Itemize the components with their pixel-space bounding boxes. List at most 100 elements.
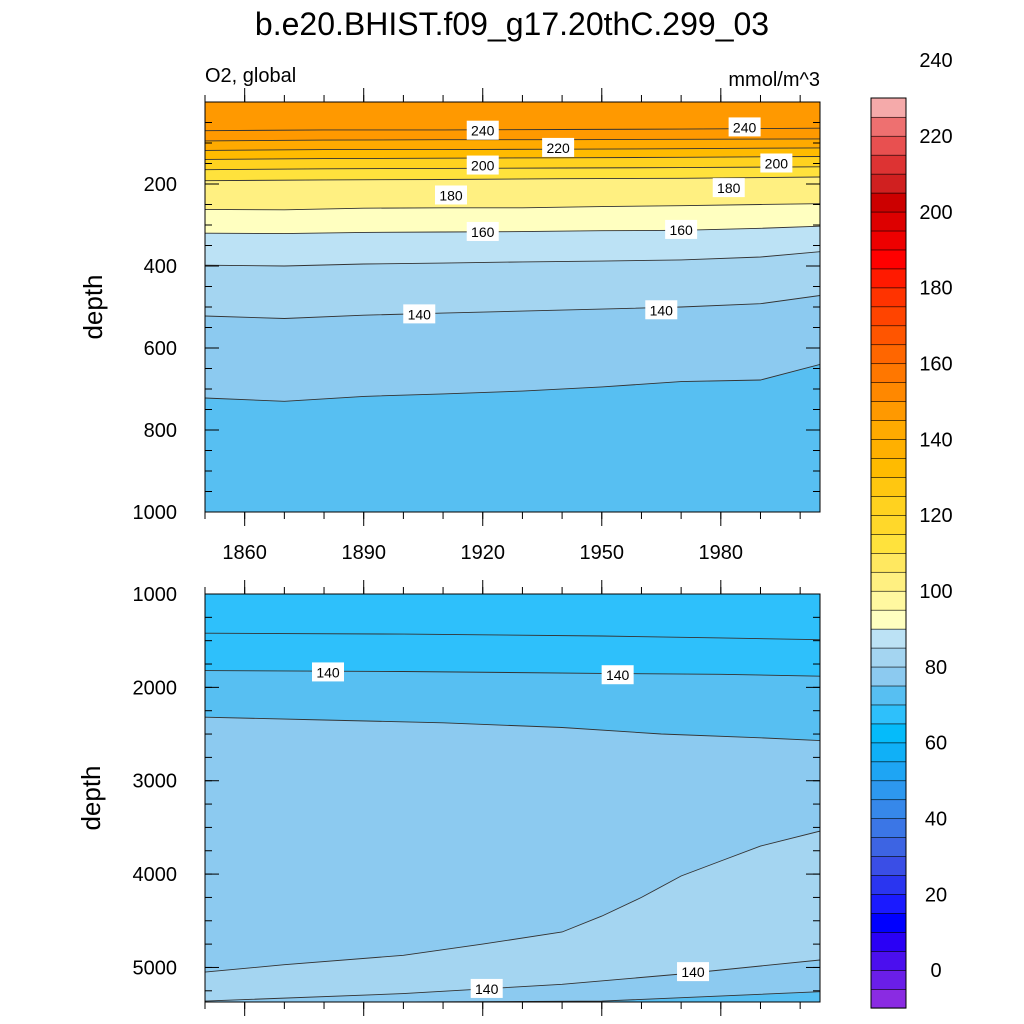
colorbar-box-42 — [870, 192, 907, 213]
colorbar-box-14 — [870, 723, 907, 744]
colorbar: 0204060801001201401601802002202402602803… — [870, 50, 953, 1009]
colorbar-box-6 — [870, 874, 907, 895]
colorbar-box-1 — [870, 969, 907, 990]
colorbar-box-31 — [870, 401, 907, 421]
lower-contour-band-5 — [403, 991, 820, 1002]
colorbar-box-38 — [870, 268, 907, 289]
lower-contour-label-box-1 — [601, 665, 634, 685]
colorbar-tick-label-11: 220 — [919, 126, 952, 148]
colorbar-tick-label-2: 40 — [925, 808, 947, 830]
upper-contour-label-box-7 — [760, 153, 793, 173]
colorbar-box-24 — [870, 533, 907, 554]
upper-contour-line-0 — [205, 127, 820, 132]
colorbar-box-40 — [870, 230, 907, 251]
upper-y-axis-title: depth — [78, 274, 108, 339]
lower-contour-label-2: 140 — [470, 978, 503, 998]
upper-contour-line-1 — [205, 138, 820, 142]
colorbar-box-29 — [870, 438, 907, 459]
colorbar-box-3 — [870, 931, 907, 952]
colorbar-box-12 — [870, 761, 907, 782]
colorbar-box-13 — [870, 742, 907, 763]
colorbar-box-17 — [870, 666, 907, 687]
left-subtitle: O2, global — [205, 65, 296, 87]
colorbar-box-21 — [870, 590, 907, 611]
upper-contour-line-9 — [205, 295, 820, 319]
upper-contour-label-text-1: 220 — [546, 140, 570, 156]
upper-contour-label-6: 240 — [728, 117, 761, 137]
colorbar-box-8 — [870, 837, 907, 857]
upper-contour-line-6 — [205, 203, 820, 211]
lower-y-tick-label-0: 1000 — [133, 584, 178, 606]
upper-panel: 240 220 200 180 160 140 240 200 180 160 140 1860 189… — [78, 88, 821, 564]
colorbar-box-35 — [870, 325, 907, 346]
colorbar-tick-label-3: 60 — [925, 733, 947, 755]
upper-plot-area: 240 220 200 180 160 140 240 200 180 160 140 — [205, 102, 820, 512]
upper-x-tick-label-1: 1890 — [341, 542, 386, 564]
colorbar-box-0 — [870, 988, 907, 1009]
colorbar-box-39 — [870, 249, 907, 270]
lower-contour-label-box-0 — [312, 662, 344, 682]
colorbar-box-33 — [870, 363, 907, 383]
upper-contour-label-box-6 — [728, 117, 761, 137]
colorbar-tick-label-8: 160 — [919, 353, 952, 375]
upper-contour-label-box-2 — [466, 155, 499, 175]
colorbar-box-41 — [870, 211, 907, 232]
upper-y-tick-label-4: 1000 — [133, 502, 178, 524]
upper-x-tick-label-2: 1920 — [460, 542, 505, 564]
lower-y-tick-label-2: 3000 — [133, 771, 178, 793]
right-subtitle: mmol/m^3 — [728, 69, 820, 91]
upper-contour-line-2 — [205, 147, 820, 151]
colorbar-box-30 — [870, 419, 907, 440]
upper-contour-line-7 — [205, 225, 820, 235]
upper-contour-label-box-5 — [403, 304, 436, 324]
colorbar-box-45 — [870, 135, 907, 156]
colorbar-box-36 — [870, 306, 907, 327]
upper-y-tick-label-2: 600 — [144, 338, 177, 360]
colorbar-box-10 — [870, 799, 907, 820]
upper-contour-label-box-3 — [435, 185, 467, 205]
upper-contour-label-text-2: 200 — [471, 158, 495, 174]
lower-panel: 140 140 140 140 1000 2000 3000 4000 5000 depth — [76, 580, 821, 1016]
colorbar-tick-label-4: 80 — [925, 657, 947, 679]
upper-x-tick-label-4: 1980 — [699, 542, 744, 564]
upper-contour-label-box-8 — [712, 178, 745, 198]
colorbar-box-34 — [870, 344, 907, 365]
lower-y-axis-title: depth — [76, 765, 106, 830]
colorbar-box-5 — [870, 893, 907, 914]
upper-x-tick-label-0: 1860 — [222, 542, 267, 564]
upper-contour-label-text-8: 180 — [717, 180, 741, 196]
colorbar-box-47 — [870, 97, 907, 118]
upper-contour-label-text-7: 200 — [765, 156, 789, 172]
upper-y-tick-label-3: 800 — [144, 420, 177, 442]
upper-contour-label-2: 200 — [466, 155, 499, 175]
upper-y-tick-label-1: 400 — [144, 256, 177, 278]
figure-title: b.e20.BHIST.f09_g17.20thC.299_03 — [255, 6, 769, 42]
lower-contour-label-1: 140 — [601, 665, 634, 685]
colorbar-box-16 — [870, 685, 907, 706]
upper-x-tick-label-3: 1950 — [580, 542, 625, 564]
colorbar-tick-label-9: 180 — [919, 278, 952, 300]
colorbar-box-32 — [870, 382, 907, 402]
colorbar-box-4 — [870, 912, 907, 933]
colorbar-box-27 — [870, 476, 907, 497]
lower-contour-line-0 — [205, 632, 820, 641]
colorbar-box-15 — [870, 704, 907, 725]
upper-contour-label-text-4: 160 — [471, 224, 495, 240]
lower-contour-label-0: 140 — [312, 662, 344, 682]
upper-contour-label-text-3: 180 — [439, 187, 463, 203]
upper-contour-label-1: 220 — [542, 137, 575, 157]
colorbar-box-43 — [870, 173, 907, 194]
colorbar-tick-label-5: 100 — [919, 581, 952, 603]
upper-contour-label-box-1 — [542, 137, 575, 157]
upper-contour-line-3 — [205, 156, 820, 160]
lower-contour-label-3: 140 — [677, 962, 710, 982]
colorbar-box-20 — [870, 609, 907, 630]
upper-contour-line-10 — [205, 363, 820, 402]
lower-contour-line-4 — [205, 959, 820, 1002]
upper-contour-label-box-0 — [466, 120, 499, 140]
colorbar-box-37 — [870, 287, 907, 308]
lower-contour-line-5 — [304, 991, 820, 1002]
colorbar-frame — [870, 97, 907, 1009]
lower-contour-label-text-3: 140 — [681, 964, 705, 980]
